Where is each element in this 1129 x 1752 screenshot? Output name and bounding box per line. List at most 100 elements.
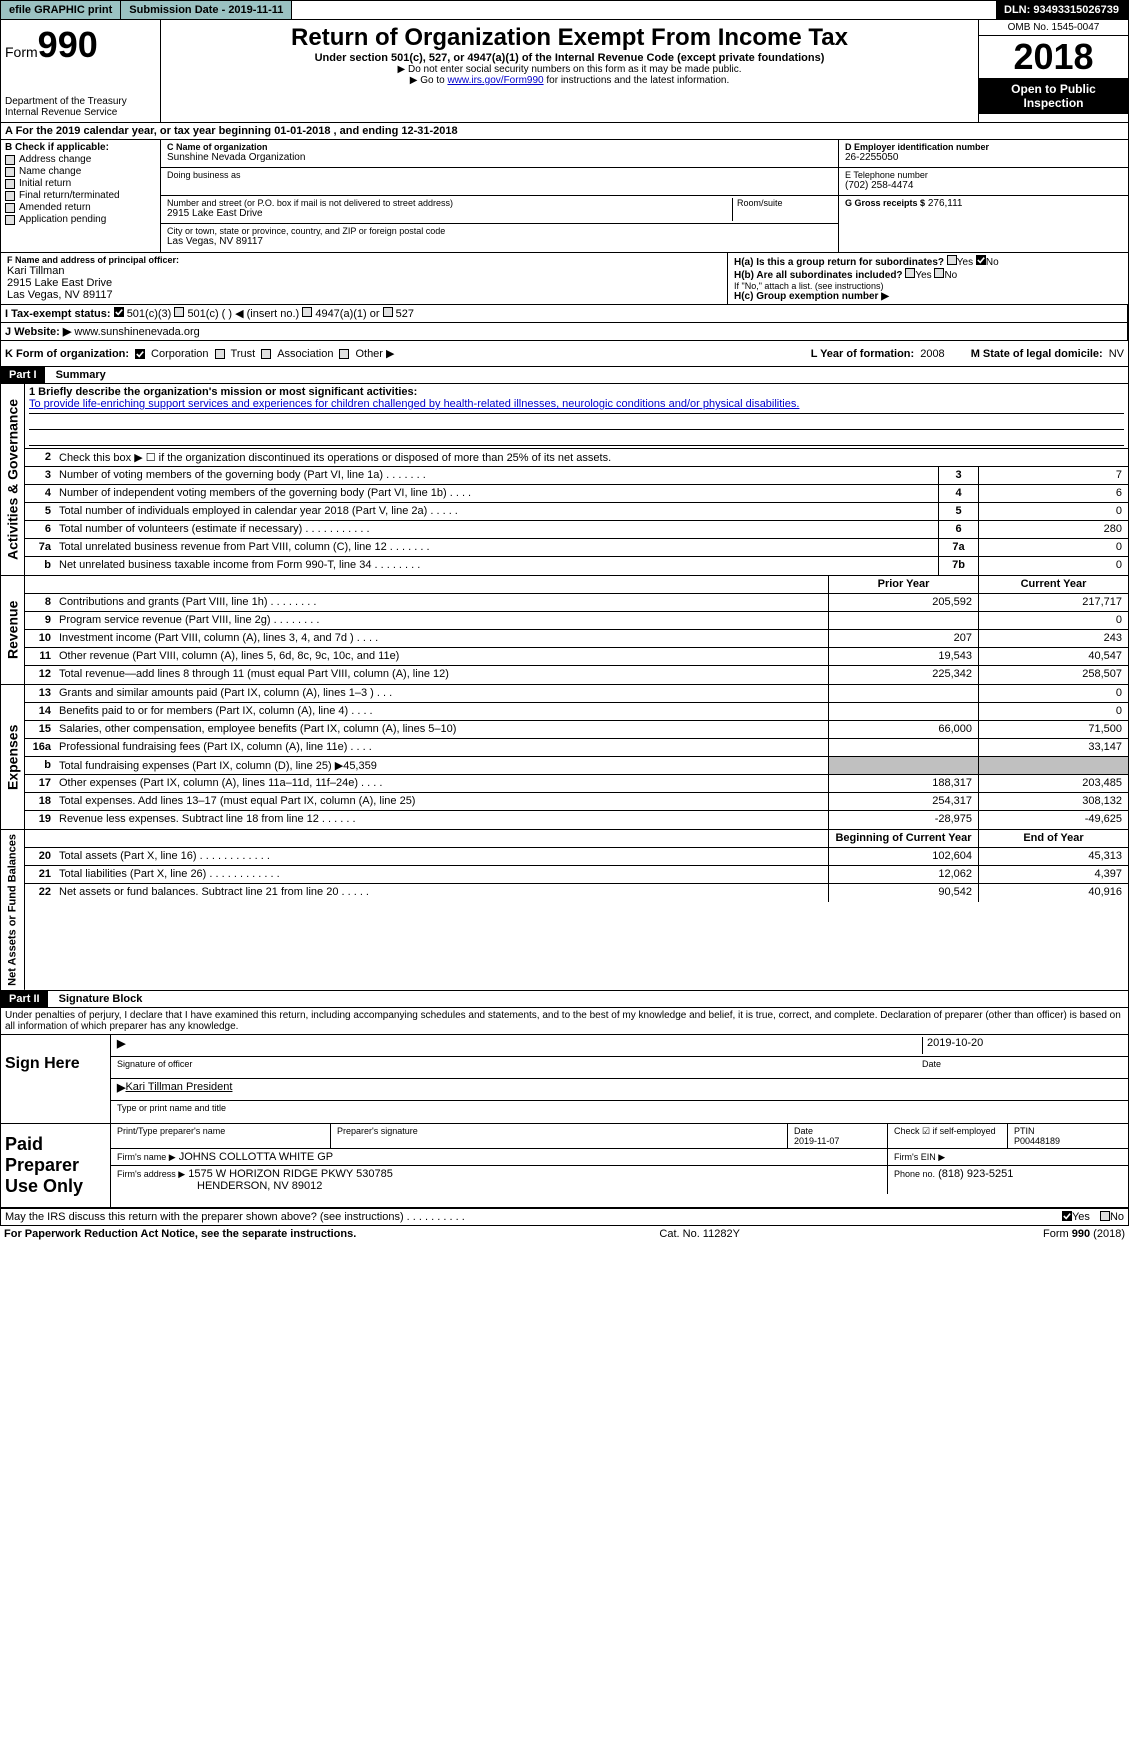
- ln-text: Investment income (Part VIII, column (A)…: [55, 630, 828, 647]
- ln-num: 20: [25, 848, 55, 865]
- chk-initial[interactable]: Initial return: [5, 178, 156, 189]
- ln-num: 4: [25, 485, 55, 502]
- prior-val: 19,543: [828, 648, 978, 665]
- b-label: B Check if applicable:: [5, 142, 156, 153]
- firm-addr2: HENDERSON, NV 89012: [117, 1180, 322, 1192]
- trust: Trust: [231, 348, 256, 360]
- line-3: 3 Number of voting members of the govern…: [25, 467, 1128, 485]
- chk-final[interactable]: Final return/terminated: [5, 190, 156, 201]
- checkbox-icon: [5, 215, 15, 225]
- chk-amended[interactable]: Amended return: [5, 202, 156, 213]
- form-prefix: Form: [5, 44, 38, 60]
- street-label: Number and street (or P.O. box if mail i…: [167, 198, 732, 208]
- checkbox-icon[interactable]: [1100, 1211, 1110, 1221]
- note-link: ▶ Go to www.irs.gov/Form990 for instruct…: [165, 75, 974, 86]
- line-5: 5 Total number of individuals employed i…: [25, 503, 1128, 521]
- curr-val: 0: [978, 703, 1128, 720]
- checkbox-icon: [5, 203, 15, 213]
- arrow-icon: ▶: [117, 1037, 125, 1054]
- f-box: F Name and address of principal officer:…: [1, 253, 728, 304]
- city-box: City or town, state or province, country…: [161, 224, 838, 252]
- checkbox-checked-icon[interactable]: [114, 307, 124, 317]
- irs-link[interactable]: www.irs.gov/Form990: [447, 75, 543, 86]
- f-label: F Name and address of principal officer:: [7, 255, 721, 265]
- part1-label: Part I: [1, 367, 45, 383]
- checkbox-icon[interactable]: [947, 255, 957, 265]
- ln-text: Net assets or fund balances. Subtract li…: [55, 884, 828, 902]
- ln-text: Contributions and grants (Part VIII, lin…: [55, 594, 828, 611]
- ln-text: Total fundraising expenses (Part IX, col…: [55, 757, 828, 774]
- curr-val: 40,547: [978, 648, 1128, 665]
- col-b: B Check if applicable: Address change Na…: [1, 140, 161, 252]
- d-label: D Employer identification number: [845, 142, 1122, 152]
- ln-val: 0: [978, 503, 1128, 520]
- form-number: Form990: [5, 24, 156, 66]
- hb-label: H(b) Are all subordinates included?: [734, 270, 903, 281]
- m-label: M State of legal domicile:: [971, 348, 1103, 360]
- ln-text: Total revenue—add lines 8 through 11 (mu…: [55, 666, 828, 684]
- checkbox-icon[interactable]: [383, 307, 393, 317]
- ln-2: 2: [25, 449, 55, 466]
- form-title: Return of Organization Exempt From Incom…: [165, 24, 974, 52]
- note-pre: ▶ Go to: [410, 75, 448, 86]
- header-right: OMB No. 1545-0047 2018 Open to Public In…: [978, 20, 1128, 122]
- checkbox-icon[interactable]: [934, 268, 944, 278]
- no: No: [944, 270, 957, 281]
- mission: 1 Briefly describe the organization's mi…: [25, 384, 1128, 448]
- curr-val: 0: [978, 612, 1128, 629]
- 527: 527: [396, 308, 414, 320]
- e-label: E Telephone number: [845, 170, 1122, 180]
- ln-val: 280: [978, 521, 1128, 538]
- col-c: C Name of organization Sunshine Nevada O…: [161, 140, 838, 252]
- date-label: Date: [922, 1059, 1122, 1076]
- chk-name-change[interactable]: Name change: [5, 166, 156, 177]
- part1-header: Part I Summary: [0, 367, 1129, 384]
- other: Other ▶: [355, 347, 394, 360]
- checkbox-checked-icon[interactable]: [135, 349, 145, 359]
- 4947: 4947(a)(1) or: [315, 308, 379, 320]
- sig-officer-label: Signature of officer: [117, 1059, 922, 1076]
- org-name-box: C Name of organization Sunshine Nevada O…: [161, 140, 838, 168]
- chk-address-change[interactable]: Address change: [5, 154, 156, 165]
- phone: (702) 258-4474: [845, 180, 1122, 191]
- line-16a: 16a Professional fundraising fees (Part …: [25, 739, 1128, 757]
- checkbox-icon: [5, 191, 15, 201]
- checkbox-icon[interactable]: [215, 349, 225, 359]
- opt-address: Address change: [19, 154, 91, 165]
- checkbox-checked-icon[interactable]: [976, 255, 986, 265]
- ln-num: 22: [25, 884, 55, 902]
- city-label: City or town, state or province, country…: [167, 226, 832, 236]
- curr-val: 4,397: [978, 866, 1128, 883]
- form-subtitle: Under section 501(c), 527, or 4947(a)(1)…: [165, 52, 974, 64]
- prep-date-label: Date: [794, 1126, 813, 1136]
- checkbox-checked-icon[interactable]: [1062, 1211, 1072, 1221]
- line-6: 6 Total number of volunteers (estimate i…: [25, 521, 1128, 539]
- ln-text: Benefits paid to or for members (Part IX…: [55, 703, 828, 720]
- i-label: I Tax-exempt status:: [5, 308, 111, 320]
- line-18: 18 Total expenses. Add lines 13–17 (must…: [25, 793, 1128, 811]
- opt-name: Name change: [19, 166, 81, 177]
- omb-number: OMB No. 1545-0047: [979, 20, 1128, 36]
- checkbox-icon[interactable]: [339, 349, 349, 359]
- k-label: K Form of organization:: [5, 348, 129, 360]
- checkbox-icon[interactable]: [174, 307, 184, 317]
- checkbox-icon[interactable]: [261, 349, 271, 359]
- sig-date: 2019-10-20: [922, 1037, 1122, 1054]
- ln-text: Total assets (Part X, line 16) . . . . .…: [55, 848, 828, 865]
- ln-num: b: [25, 757, 55, 774]
- ln-text: Number of independent voting members of …: [55, 485, 938, 502]
- chk-pending[interactable]: Application pending: [5, 214, 156, 225]
- ln-num: 13: [25, 685, 55, 702]
- end-year-hdr: End of Year: [978, 830, 1128, 847]
- website: www.sunshinenevada.org: [74, 326, 199, 338]
- prior-val: 205,592: [828, 594, 978, 611]
- checkbox-icon[interactable]: [302, 307, 312, 317]
- part1-title: Summary: [48, 369, 106, 381]
- officer-name: Kari Tillman: [7, 265, 721, 277]
- checkbox-icon[interactable]: [905, 268, 915, 278]
- tax-year: 2018: [979, 36, 1128, 78]
- beg-year-hdr: Beginning of Current Year: [828, 830, 978, 847]
- ln-num: 11: [25, 648, 55, 665]
- firm-name-label: Firm's name ▶: [117, 1152, 176, 1162]
- ln-num: 19: [25, 811, 55, 829]
